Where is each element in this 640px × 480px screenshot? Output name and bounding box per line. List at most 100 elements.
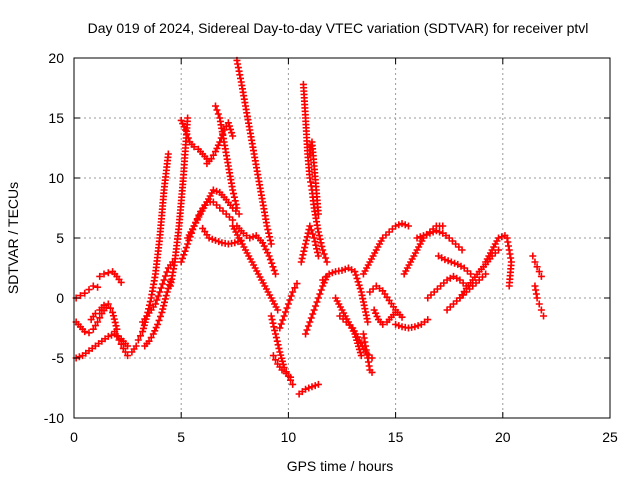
series-arc-25 xyxy=(306,138,322,218)
data-point xyxy=(316,290,324,298)
data-point xyxy=(302,330,310,338)
data-point xyxy=(392,308,400,316)
y-tick-label: -10 xyxy=(44,410,64,426)
data-point xyxy=(110,315,118,323)
data-point xyxy=(106,304,114,312)
data-point xyxy=(184,134,192,142)
data-point xyxy=(161,272,169,280)
x-tick-label: 0 xyxy=(70,429,78,445)
data-point xyxy=(181,247,189,255)
data-point xyxy=(134,336,142,344)
series-arc-33 xyxy=(366,282,406,321)
data-point xyxy=(276,324,284,332)
data-point xyxy=(423,230,431,238)
data-point xyxy=(300,247,308,255)
data-point xyxy=(311,238,319,246)
data-point xyxy=(229,132,237,140)
data-point xyxy=(273,337,281,345)
data-point xyxy=(451,259,459,267)
data-point xyxy=(111,328,119,336)
data-point xyxy=(307,226,315,234)
series-arc-45 xyxy=(531,282,548,320)
series-arc-07 xyxy=(134,150,172,344)
data-point xyxy=(117,278,125,286)
data-point xyxy=(307,314,315,322)
data-point xyxy=(372,309,380,317)
series-arc-21 xyxy=(269,352,295,381)
data-point xyxy=(401,221,409,229)
data-point xyxy=(155,316,163,324)
data-point xyxy=(302,240,310,248)
data-point xyxy=(269,319,277,327)
data-point xyxy=(447,258,455,266)
data-point xyxy=(104,269,112,277)
data-point xyxy=(274,341,282,349)
data-point xyxy=(312,241,320,249)
data-point xyxy=(85,286,93,294)
data-point xyxy=(392,320,400,328)
data-point xyxy=(535,268,543,276)
data-point xyxy=(495,234,503,242)
data-point xyxy=(270,323,278,331)
data-point xyxy=(214,141,222,149)
data-point xyxy=(267,240,275,248)
series-arc-31 xyxy=(359,330,376,376)
data-point xyxy=(100,301,108,309)
data-point xyxy=(356,285,364,293)
data-point xyxy=(260,242,268,250)
data-point xyxy=(293,280,301,288)
data-point xyxy=(184,114,192,122)
y-tick-label: 15 xyxy=(48,110,64,126)
series-arc-01 xyxy=(72,282,102,302)
data-point xyxy=(313,245,321,253)
data-point xyxy=(213,187,221,195)
data-point xyxy=(353,274,361,282)
series-arc-08 xyxy=(139,258,177,326)
data-point xyxy=(212,236,220,244)
data-point xyxy=(227,125,235,133)
series-arc-39 xyxy=(434,252,475,278)
data-point xyxy=(81,328,89,336)
data-point xyxy=(158,308,166,316)
data-point xyxy=(354,278,362,286)
data-point xyxy=(157,284,165,292)
data-point xyxy=(533,263,541,271)
data-point xyxy=(306,222,314,230)
data-point xyxy=(272,334,280,342)
data-point xyxy=(411,323,419,331)
series-arc-19 xyxy=(229,222,282,314)
data-point xyxy=(315,232,323,240)
data-point xyxy=(111,318,119,326)
data-point xyxy=(314,248,322,256)
data-point xyxy=(159,305,167,313)
data-point xyxy=(161,295,169,303)
data-point xyxy=(268,316,276,324)
data-point xyxy=(212,148,220,156)
data-point xyxy=(282,370,290,378)
data-point xyxy=(163,288,171,296)
data-point xyxy=(124,352,132,360)
data-point xyxy=(109,312,117,320)
series-arc-26 xyxy=(297,222,322,266)
data-point xyxy=(231,239,239,247)
data-point xyxy=(328,269,336,277)
data-point xyxy=(303,233,311,241)
data-point xyxy=(213,144,221,152)
data-point xyxy=(325,270,333,278)
x-tick-label: 25 xyxy=(602,429,618,445)
data-point xyxy=(313,298,321,306)
data-point xyxy=(505,282,513,290)
data-point xyxy=(119,344,127,352)
data-point xyxy=(263,249,271,257)
data-point xyxy=(266,233,274,241)
series-arc-03 xyxy=(72,330,132,362)
data-point xyxy=(272,270,280,278)
data-point xyxy=(279,316,287,324)
data-point xyxy=(213,106,221,114)
data-point xyxy=(177,258,185,266)
data-point xyxy=(232,200,240,208)
data-point xyxy=(145,337,153,345)
data-point xyxy=(229,216,237,224)
series-arc-27 xyxy=(302,272,331,338)
data-point xyxy=(309,230,317,238)
